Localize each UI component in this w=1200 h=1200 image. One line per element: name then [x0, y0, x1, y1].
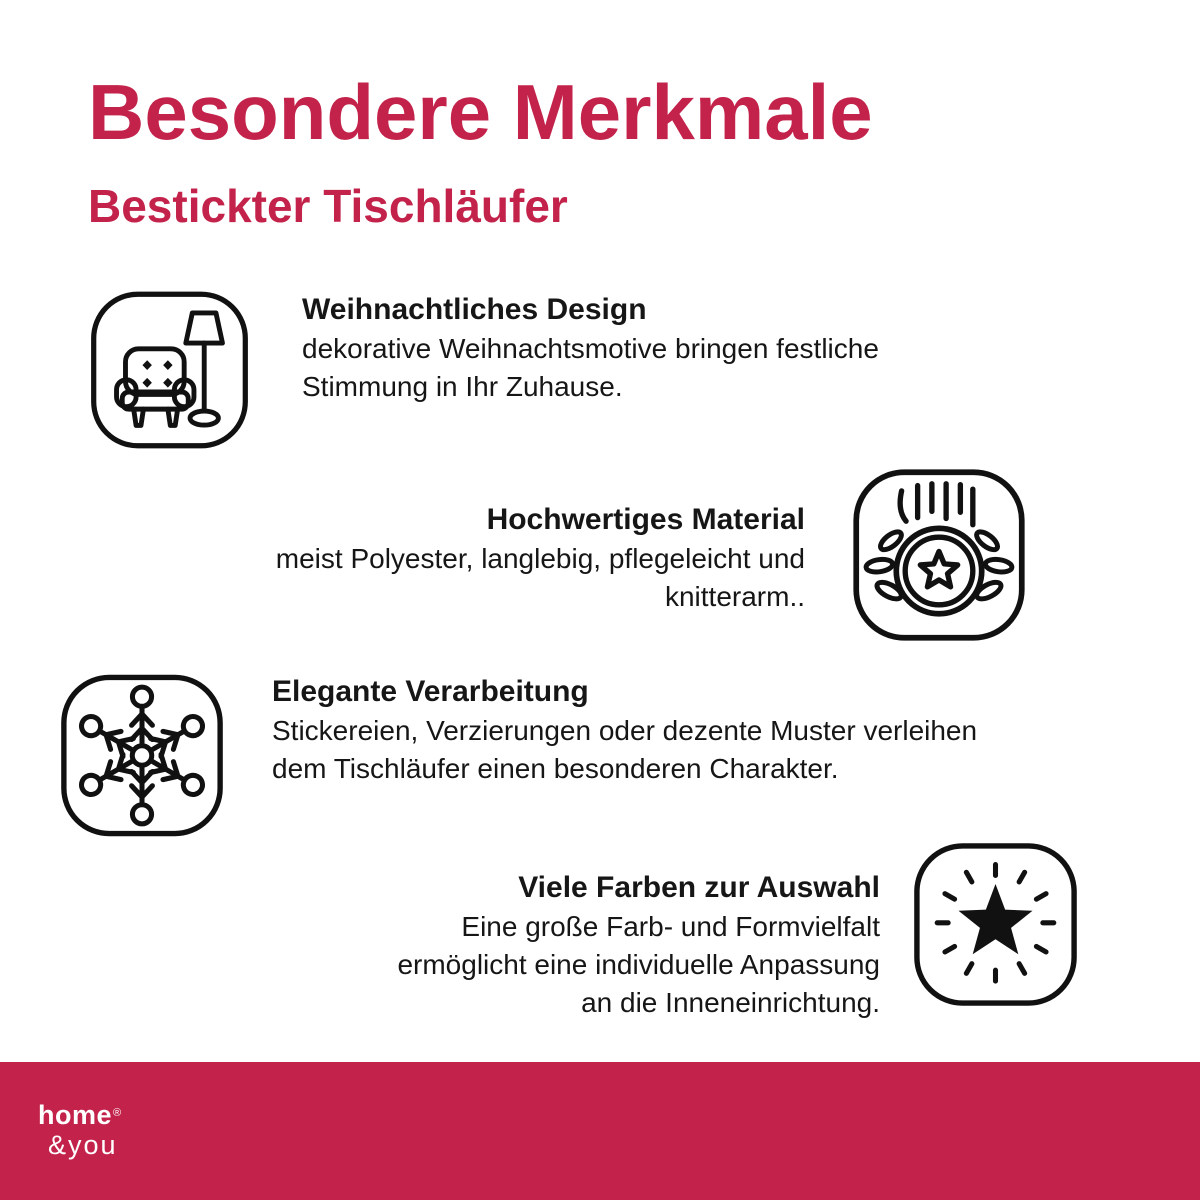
feature-body: Eine große Farb- und Formvielfalt ermögl… — [397, 911, 880, 1018]
feature-text: Weihnachtliches Design dekorative Weihna… — [302, 290, 982, 406]
armchair-lamp-icon — [88, 288, 251, 452]
feature-body: meist Polyester, langlebig, pflegeleicht… — [275, 543, 805, 612]
page-title: Besondere Merkmale — [88, 68, 873, 156]
feature-body: Stickereien, Verzierungen oder dezente M… — [272, 715, 978, 784]
feature-title: Elegante Verarbeitung — [272, 675, 589, 708]
star-sparkle-icon — [911, 837, 1080, 1012]
snowflake-icon — [58, 669, 226, 842]
feature-text: Hochwertiges Material meist Polyester, l… — [145, 500, 805, 616]
registered-mark-icon: ® — [113, 1107, 122, 1119]
medal-star-icon — [850, 466, 1028, 644]
feature-title: Viele Farben zur Auswahl — [518, 871, 880, 904]
footer-bar: home® &you — [0, 1062, 1200, 1200]
brand-home-text: home — [38, 1100, 113, 1130]
brand-logo: home® &you — [38, 1102, 122, 1160]
feature-body: dekorative Weihnachtsmotive bringen fest… — [302, 333, 879, 402]
feature-text: Elegante Verarbeitung Stickereien, Verzi… — [272, 672, 1082, 788]
feature-text: Viele Farben zur Auswahl Eine große Farb… — [280, 868, 880, 1022]
page-subtitle: Bestickter Tischläufer — [88, 180, 568, 232]
brand-logo-you: &you — [48, 1130, 118, 1160]
feature-title: Weihnachtliches Design — [302, 293, 647, 326]
brand-logo-home: home® — [38, 1102, 122, 1132]
feature-title: Hochwertiges Material — [486, 503, 805, 536]
